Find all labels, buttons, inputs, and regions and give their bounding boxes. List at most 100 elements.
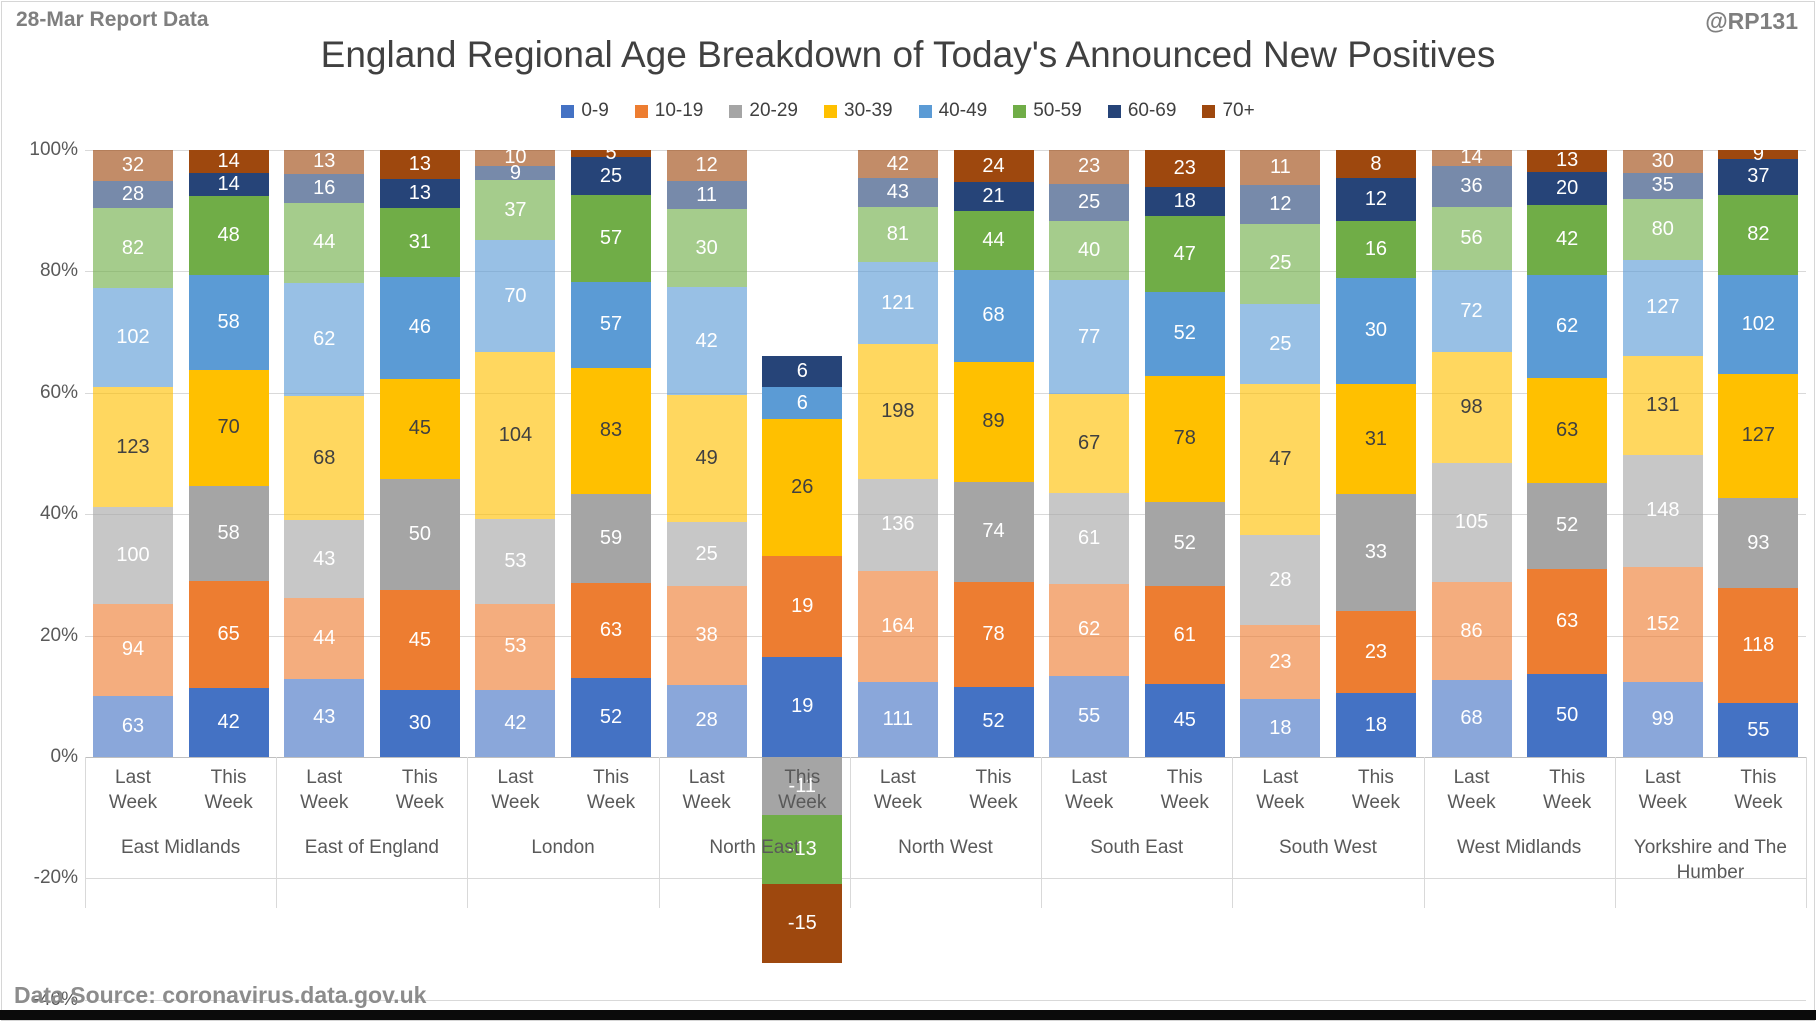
bar-segment-label: 131 (1646, 393, 1680, 416)
week-axis-label: This Week (586, 767, 636, 813)
bar-segment (1335, 149, 1416, 179)
legend-swatch-icon (1202, 104, 1216, 118)
bar-segment (1622, 199, 1703, 260)
bar-segment-label: 55 (1077, 704, 1101, 727)
bar-segment (762, 419, 843, 557)
bar-segment (571, 281, 652, 368)
author-handle: @RP131 (1705, 8, 1798, 34)
bar-segment-label: 23 (1173, 156, 1196, 179)
gridline (85, 757, 1806, 758)
bar-segment-label: 94 (121, 638, 145, 661)
bar-segment-label: 30 (1364, 319, 1388, 342)
week-axis-label: Last Week (1447, 767, 1496, 813)
bar-segment-label: 36 (1460, 174, 1483, 197)
bar-segment (762, 387, 843, 420)
bar-segment-label: 44 (313, 626, 336, 649)
legend-swatch-icon (918, 104, 932, 118)
y-axis-tick-label: 40% (39, 503, 78, 525)
bar-segment (188, 172, 269, 196)
bar-segment-label: 32 (121, 153, 145, 176)
week-axis-label: This Week (395, 767, 444, 813)
legend: 0-9 10-19 20-29 30-39 40-49 50-59 60-69 70+ (0, 100, 1816, 122)
bar-segment-label: 16 (313, 176, 336, 199)
bar-segment-label: 152 (1646, 613, 1680, 635)
region-axis-label: East of England (304, 837, 439, 858)
bar-segment (1431, 206, 1512, 271)
bar-segment-label: 14 (217, 172, 240, 195)
bar-segment (1049, 583, 1130, 676)
bar-segment-label: 14 (217, 149, 240, 172)
bar-segment-label: 52 (599, 706, 623, 729)
bar-segment (1049, 675, 1130, 757)
bar-segment (953, 686, 1034, 757)
bar-segment (571, 367, 652, 494)
bar-segment (1144, 149, 1225, 188)
bar-segment (379, 479, 460, 591)
bar-segment (953, 481, 1034, 582)
bar-segment (188, 485, 269, 581)
region-axis-label: West Midlands (1457, 837, 1582, 858)
bar-segment (1431, 149, 1512, 166)
bar-segment-label: 13 (313, 150, 336, 173)
bar-segment (1335, 611, 1416, 694)
bar-segment-label: 50 (408, 523, 431, 546)
bar-segment (857, 262, 938, 345)
bar-segment (571, 157, 652, 196)
bar-segment-label: 99 (1651, 708, 1674, 731)
bar-segment-label: 31 (408, 230, 431, 253)
bar-segment (475, 604, 556, 690)
week-axis-label: Last Week (682, 767, 731, 813)
bar-segment-label: 68 (982, 304, 1005, 327)
bar-segment (93, 181, 173, 209)
bar-segment (1049, 149, 1130, 184)
region-axis-label: South East (1090, 837, 1184, 858)
y-axis-tick-label: 0% (50, 746, 78, 767)
bar-segment-label: 40 (1077, 239, 1101, 262)
bar-segment-label: 30 (1651, 149, 1674, 172)
group-separator (1041, 757, 1043, 908)
bar-segment (475, 165, 556, 181)
bar-segment-label: 82 (121, 236, 145, 259)
week-axis-label: Last Week (1064, 767, 1114, 813)
bar-segment-label: 52 (1556, 514, 1579, 537)
bar-segment (1335, 178, 1416, 221)
bar-segment-label: 18 (1269, 716, 1292, 739)
bar-segment-label: 123 (116, 435, 150, 458)
bar-segment (857, 207, 938, 263)
bar-segment (1144, 187, 1225, 217)
legend-label: 0-9 (581, 100, 609, 121)
bar-segment (762, 883, 843, 963)
legend-swatch-icon (561, 104, 575, 118)
bar-segment (284, 396, 365, 520)
week-axis-label: This Week (1543, 767, 1592, 813)
bar-segment-label: 70 (504, 284, 527, 307)
bar-segment-label: 58 (217, 521, 240, 544)
bar-segment-label: 16 (1364, 237, 1388, 260)
bar-segment-label: 28 (1269, 568, 1292, 591)
bar-segment-label: 42 (504, 711, 527, 734)
bar-segment-label: 35 (1651, 174, 1674, 197)
bar-segment (284, 519, 365, 599)
bar-segment-label: 13 (1556, 149, 1579, 172)
bar-segment (475, 239, 556, 353)
bar-segment (379, 690, 460, 757)
bar-segment (1718, 497, 1799, 589)
gridline (85, 878, 1806, 880)
bar-segment (1718, 274, 1799, 375)
bar-segment-label: 74 (982, 520, 1005, 543)
bar-segment-label: 198 (881, 399, 915, 422)
legend-item: 20-29 (729, 100, 798, 122)
bar-segment-label: 77 (1077, 325, 1101, 348)
bar-segment (571, 149, 652, 158)
bar-segment (1718, 588, 1799, 704)
bar-segment-label: 56 (1460, 226, 1483, 249)
bar-segment-label: 164 (881, 614, 915, 637)
bar-segment (1527, 204, 1608, 275)
bar-segment (1718, 703, 1799, 757)
group-separator (1614, 757, 1616, 908)
bar-segment-label: 67 (1077, 432, 1101, 455)
bar-segment (762, 556, 843, 657)
bar-segment (857, 344, 938, 479)
bar-segment (1527, 482, 1608, 570)
bar-segment-label: 63 (1556, 418, 1579, 441)
